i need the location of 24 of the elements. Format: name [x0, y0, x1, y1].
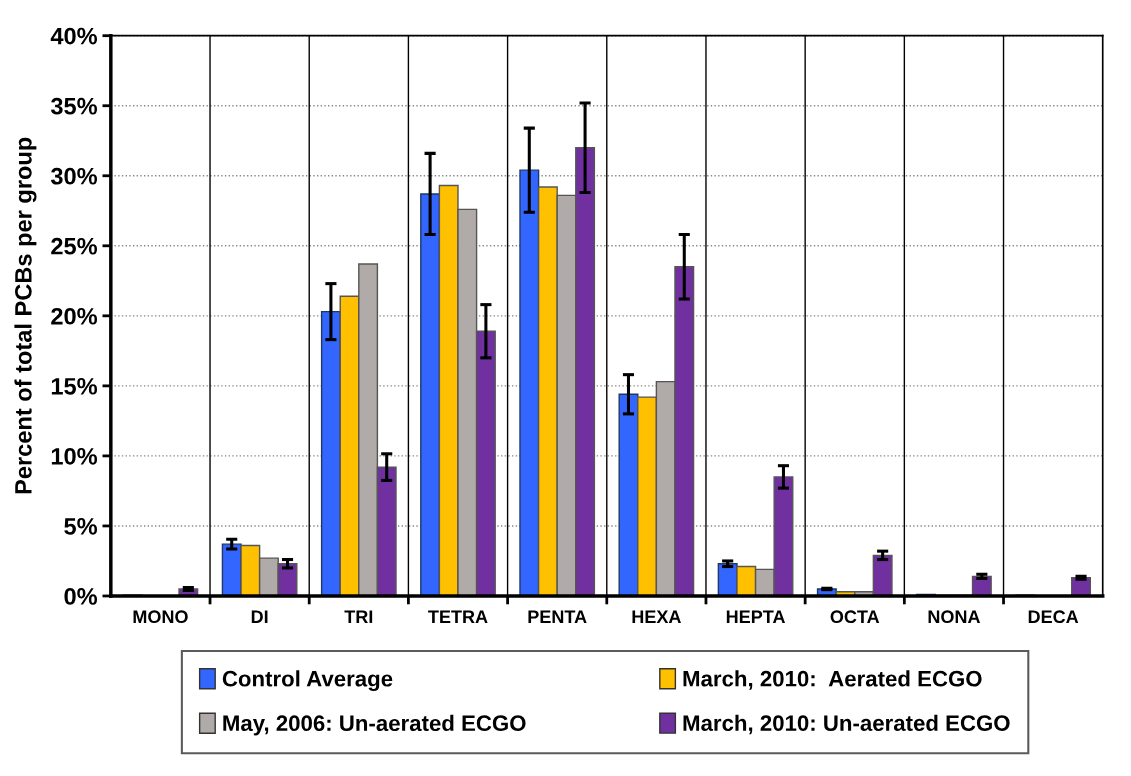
y-axis-title: Percent of total PCBs per group [14, 137, 37, 494]
y-tick-label: 30% [50, 167, 98, 185]
x-tick-label: DECA [1028, 610, 1079, 624]
legend-label: May, 2006: Un-aerated ECGO [223, 714, 526, 736]
y-tick-label: 25% [51, 237, 98, 255]
x-tick-label: TETRA [428, 610, 488, 623]
x-tick-label: HEXA [632, 610, 681, 623]
legend-label: Control Average [222, 670, 393, 692]
x-tick-label: MONO [133, 610, 188, 624]
legend-label: March, 2010: Aerated ECGO [683, 670, 982, 690]
y-tick-label: 15% [51, 377, 98, 395]
x-tick-label: OCTA [830, 610, 880, 624]
x-tick-label: PENTA [528, 610, 587, 623]
x-tick-label: TRI [344, 610, 373, 623]
x-tick-label: NONA [928, 610, 981, 624]
y-tick-label: 0% [64, 588, 98, 605]
y-tick-label: 20% [51, 307, 98, 325]
y-tick-label: 5% [64, 518, 98, 535]
x-tick-label: DI [251, 610, 268, 623]
y-tick-label: 10% [51, 447, 98, 465]
x-tick-label: HEPTA [726, 610, 786, 623]
legend-label: March, 2010: Un-aerated ECGO [683, 714, 1010, 735]
y-tick-label: 40% [50, 27, 98, 45]
y-tick-label: 35% [50, 97, 98, 115]
